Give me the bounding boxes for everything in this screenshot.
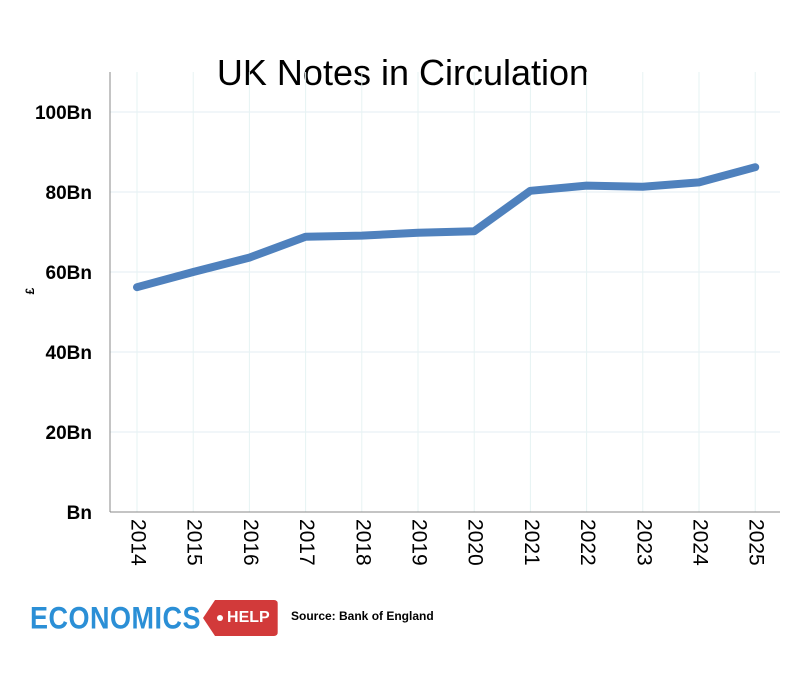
y-tick-label: 20Bn: [46, 423, 92, 444]
x-tick-label: 2017: [295, 519, 318, 566]
chart-title: UK Notes in Circulation: [217, 52, 589, 93]
series-line: [133, 163, 760, 292]
economics-help-logo: ECONOMICS HELP: [30, 598, 278, 638]
series-group: [133, 163, 760, 292]
x-tick-label: 2025: [745, 519, 768, 566]
y-tick-label: 60Bn: [46, 263, 92, 284]
y-tick-label: 100Bn: [35, 103, 92, 124]
logo-word: ECONOMICS: [30, 600, 202, 635]
logo-tag-text: HELP: [227, 609, 270, 626]
y-axis-label: £: [23, 287, 37, 294]
x-tick-label: 2019: [407, 519, 430, 566]
y-tick-label: 80Bn: [46, 183, 92, 204]
dot-icon: [217, 615, 224, 621]
chart: UK Notes in Circulation £ Bn 20Bn 40Bn 60Bn…: [23, 52, 780, 566]
x-tick-label: 2018: [351, 519, 374, 566]
x-tick-label: 2024: [688, 519, 711, 566]
gridlines: [110, 72, 780, 512]
x-tick-label: 2020: [464, 519, 487, 566]
y-tick-label: Bn: [67, 503, 92, 524]
x-tick-label: 2023: [632, 519, 655, 566]
x-tick-label: 2016: [239, 519, 262, 566]
x-tick-label: 2021: [520, 519, 543, 566]
x-tick-label: 2014: [126, 519, 149, 566]
x-ticks: 2014 2015 2016 2017 2018 2019 2020 2021 2022 2023…: [126, 519, 767, 566]
logo-tag: HELP: [203, 600, 278, 636]
y-tick-label: 40Bn: [46, 343, 92, 364]
x-tick-label: 2022: [576, 519, 599, 566]
x-tick-label: 2015: [183, 519, 206, 566]
source-note: Source: Bank of England: [291, 609, 434, 623]
y-ticks: Bn 20Bn 40Bn 60Bn 80Bn 100Bn: [35, 103, 92, 524]
